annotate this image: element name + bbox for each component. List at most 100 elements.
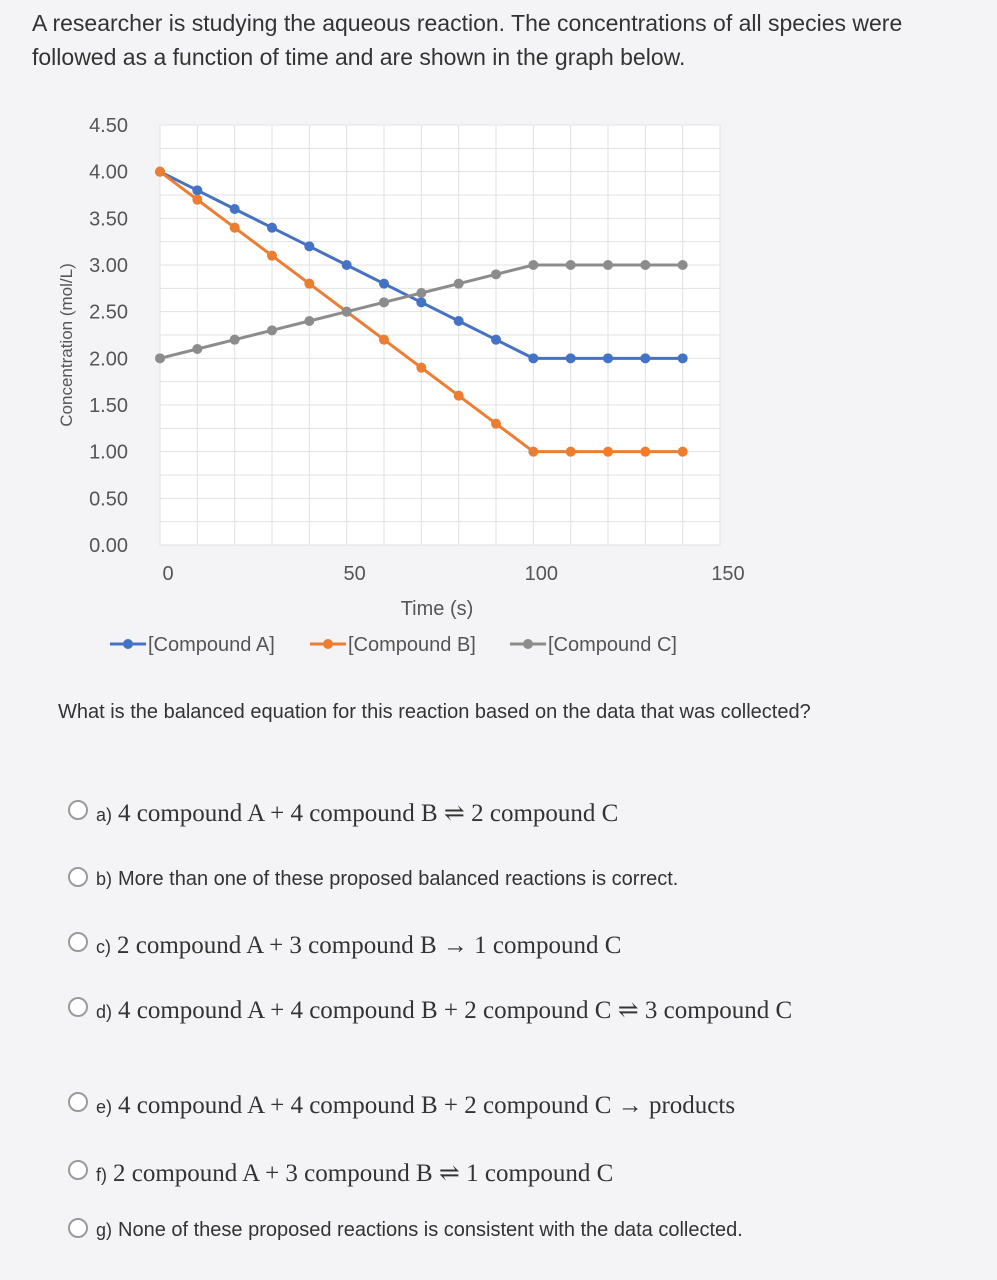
option-text: 2 compound A + 3 compound B → 1 compound… (117, 932, 622, 959)
data-point (565, 446, 576, 457)
data-point (528, 446, 539, 457)
y-tick-label: 4.00 (89, 162, 128, 184)
option-text: 2 compound A + 3 compound B ⇌ 1 compound… (113, 1160, 614, 1187)
data-point (453, 278, 464, 289)
option-label: a) 4 compound A + 4 compound B ⇌ 2 compou… (96, 798, 618, 831)
data-point (640, 260, 651, 270)
data-point (267, 222, 277, 233)
data-point (379, 334, 389, 345)
legend-label: [Compound C] (548, 634, 677, 656)
data-point (155, 353, 165, 364)
legend-label: [Compound B] (348, 634, 476, 656)
data-point (528, 353, 539, 364)
data-point (565, 353, 576, 364)
option-letter: c) (96, 937, 111, 957)
data-point (677, 260, 688, 270)
data-point (229, 204, 240, 214)
radio-button[interactable] (68, 932, 88, 952)
concentration-chart: 0.00 0.50 1.00 1.50 2.00 2.50 3.00 3.50 4.00 4.50… (57, 115, 745, 656)
data-point (304, 241, 315, 252)
data-point (304, 316, 315, 326)
y-tick-label: 1.00 (89, 442, 128, 464)
option-4[interactable]: d) 4 compound A + 4 compound B + 2 compou… (68, 995, 948, 1028)
data-point (565, 260, 576, 270)
data-point (267, 325, 277, 336)
option-label: g) None of these proposed reactions is co… (96, 1216, 743, 1244)
y-tick-label: 3.00 (89, 255, 128, 277)
x-tick-label: 150 (711, 563, 744, 585)
data-point (416, 297, 427, 308)
option-letter: d) (96, 1002, 113, 1022)
option-label: d) 4 compound A + 4 compound B + 2 compou… (96, 995, 792, 1028)
option-letter: f) (96, 1165, 107, 1185)
option-1[interactable]: a) 4 compound A + 4 compound B ⇌ 2 compou… (68, 798, 948, 831)
option-5[interactable]: e) 4 compound A + 4 compound B + 2 compou… (68, 1090, 948, 1123)
data-point (416, 288, 427, 298)
legend-label: [Compound A] (148, 634, 275, 656)
data-point (267, 250, 277, 261)
data-point (155, 166, 165, 177)
option-letter: b) (96, 869, 113, 889)
data-point (341, 260, 352, 270)
radio-button[interactable] (68, 1218, 88, 1238)
option-text: 4 compound A + 4 compound B + 2 compound… (118, 997, 793, 1024)
legend-marker (123, 639, 133, 649)
y-tick-label: 1.50 (89, 395, 128, 417)
data-point (379, 297, 389, 308)
data-point (603, 353, 613, 364)
option-3[interactable]: c) 2 compound A + 3 compound B → 1 compou… (68, 930, 948, 963)
data-point (491, 418, 501, 429)
x-tick-label: 0 (162, 563, 173, 585)
radio-button[interactable] (68, 997, 88, 1017)
data-point (192, 344, 203, 354)
y-tick-label: 0.50 (89, 488, 128, 510)
option-letter: g) (96, 1220, 113, 1240)
data-point (229, 222, 240, 233)
data-point (453, 390, 464, 401)
question-text: What is the balanced equation for this r… (58, 701, 811, 723)
radio-button[interactable] (68, 867, 88, 887)
legend-marker (323, 639, 333, 649)
data-point (603, 260, 613, 270)
data-point (491, 269, 501, 280)
option-text: None of these proposed reactions is cons… (118, 1219, 743, 1241)
option-2[interactable]: b) More than one of these proposed balanc… (68, 865, 948, 893)
y-tick-label: 3.50 (89, 208, 128, 230)
x-axis-label: Time (s) (401, 598, 474, 620)
y-axis-label: Concentration (mol/L) (57, 263, 76, 426)
y-tick-label: 0.00 (89, 535, 128, 557)
y-tick-label: 2.50 (89, 302, 128, 324)
data-point (416, 362, 427, 373)
data-point (304, 278, 315, 289)
option-6[interactable]: f) 2 compound A + 3 compound B ⇌ 1 compou… (68, 1158, 948, 1191)
option-text: 4 compound A + 4 compound B ⇌ 2 compound… (118, 800, 619, 827)
y-tick-labels: 0.00 0.50 1.00 1.50 2.00 2.50 3.00 3.50 4.00 4.50 (89, 115, 128, 557)
legend: [Compound A] [Compound B] [Compound C] (110, 634, 677, 656)
series-layer (155, 166, 688, 457)
radio-button[interactable] (68, 1160, 88, 1180)
x-tick-labels: 0 50 100 150 (162, 563, 744, 585)
data-point (528, 260, 539, 270)
option-text: 4 compound A + 4 compound B + 2 compound… (118, 1092, 736, 1119)
data-point (677, 446, 688, 457)
data-point (341, 306, 352, 317)
data-point (192, 194, 203, 205)
option-7[interactable]: g) None of these proposed reactions is co… (68, 1216, 948, 1244)
y-tick-label: 2.00 (89, 348, 128, 370)
data-point (603, 446, 613, 457)
option-label: b) More than one of these proposed balanc… (96, 865, 678, 893)
legend-marker (523, 639, 533, 649)
option-text: More than one of these proposed balanced… (118, 868, 679, 890)
data-point (192, 185, 203, 196)
data-point (491, 334, 501, 345)
radio-button[interactable] (68, 1092, 88, 1112)
data-point (677, 353, 688, 364)
y-tick-label: 4.50 (89, 115, 128, 137)
intro-text: A researcher is studying the aqueous rea… (32, 10, 903, 70)
radio-button[interactable] (68, 800, 88, 820)
option-label: e) 4 compound A + 4 compound B + 2 compou… (96, 1090, 735, 1123)
data-point (229, 334, 240, 345)
data-point (453, 316, 464, 326)
data-point (640, 353, 651, 364)
x-tick-label: 100 (525, 563, 558, 585)
